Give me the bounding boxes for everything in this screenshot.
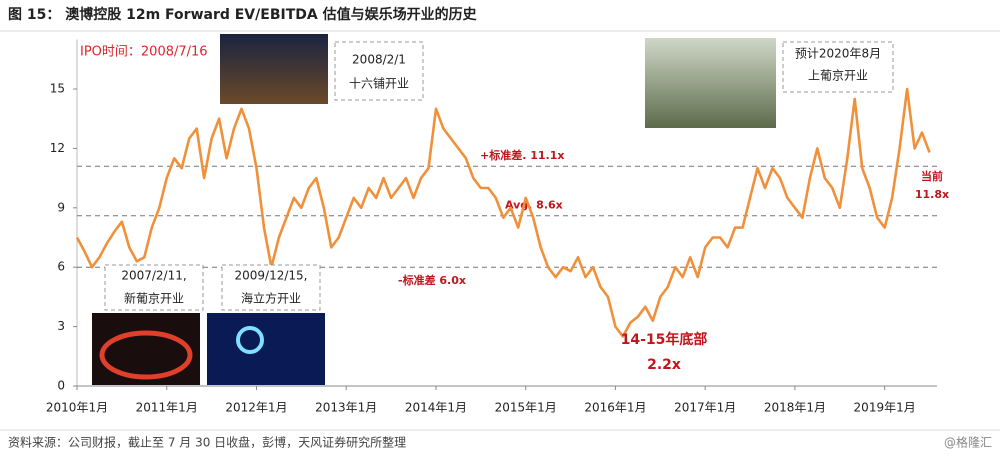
photo [207,313,325,385]
x-tick-label: 2013年1月 [315,401,377,415]
reference-label: Avg. 8.6x [505,199,563,212]
y-tick-label: 15 [50,82,65,96]
annotation-box [104,264,204,311]
x-tick-label: 2018年1月 [764,401,826,415]
y-tick-label: 3 [57,319,65,333]
y-tick-label: 6 [57,260,65,274]
annotation: 2007/2/11, [121,269,186,283]
y-tick-label: 0 [57,379,65,393]
y-tick-label: 12 [50,141,65,155]
annotation: 十六铺开业 [349,77,409,91]
watermark: @格隆汇 [944,435,992,450]
annotation: 海立方开业 [241,291,301,306]
photo [92,313,200,385]
photo-detail [99,330,193,380]
annotation-box [782,41,894,93]
x-tick-label: 2012年1月 [225,401,287,415]
x-tick-label: 2019年1月 [854,401,916,415]
x-tick-label: 2017年1月 [674,401,736,415]
chart-title: 图 15： 澳博控股 12m Forward EV/EBITDA 估值与娱乐场开… [8,6,478,23]
annotation: 14-15年底部 [621,331,708,348]
y-tick-label: 9 [57,200,65,214]
photos [92,34,776,385]
photo [220,34,328,104]
x-tick-label: 2014年1月 [405,401,467,415]
photo [645,38,776,128]
annotation: IPO时间：2008/7/16 [80,45,208,60]
annotation: 11.8x [915,188,949,201]
x-tick-label: 2010年1月 [46,401,108,415]
reference-label: +标准差. 11.1x [480,148,564,162]
annotation: 2009/12/15, [235,269,308,283]
x-tick-label: 2016年1月 [584,401,646,415]
annotation-box [221,264,321,311]
photo-detail [236,326,264,354]
source: 资料来源：公司财报，截止至 7 月 30 日收盘，彭博，天风证券研究所整理 [8,435,406,450]
reference-label: -标准差 6.0x [398,273,466,287]
annotation: 预计2020年8月 [795,47,881,61]
annotation: 上葡京开业 [808,69,868,83]
x-tick-label: 2015年1月 [495,401,557,415]
x-tick-label: 2011年1月 [136,401,198,415]
annotation: 2008/2/1 [352,53,406,67]
series-line [75,87,931,338]
annotation-box [334,41,424,101]
annotation: 当前 [921,169,943,183]
annotation: 新葡京开业 [124,291,184,306]
annotation: 2.2x [647,357,681,373]
